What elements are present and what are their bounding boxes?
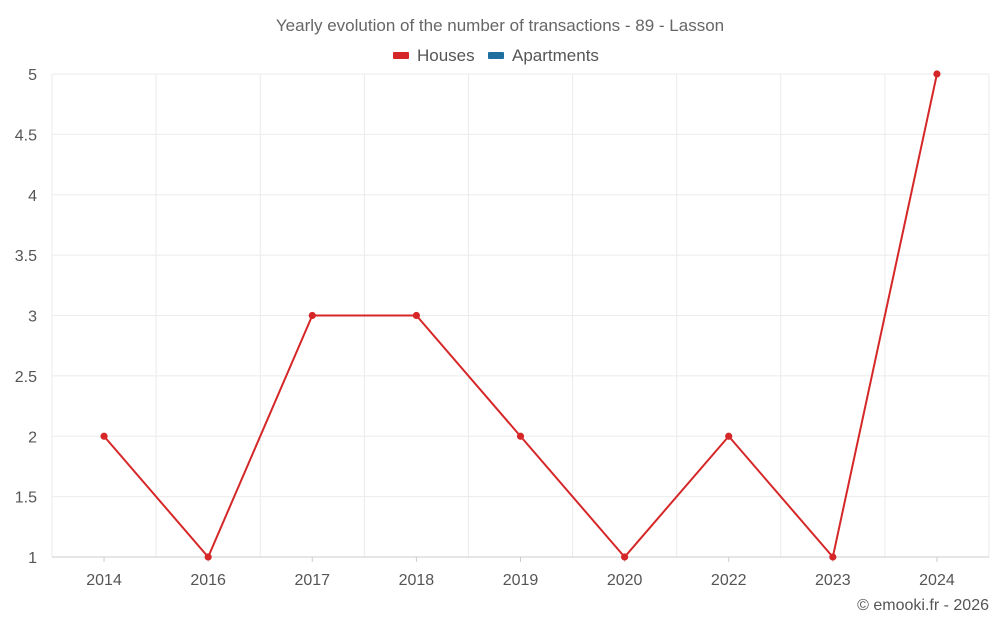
x-tick-label: 2023: [815, 572, 851, 589]
y-tick-label: 4: [28, 188, 37, 205]
y-tick-label: 5: [28, 67, 37, 84]
x-tick-label: 2022: [711, 572, 747, 589]
credit-label: © emooki.fr - 2026: [857, 597, 989, 614]
data-point-houses: [621, 553, 629, 561]
y-tick-label: 1: [28, 550, 37, 567]
x-tick-label: 2017: [294, 572, 330, 589]
x-tick-label: 2020: [607, 572, 643, 589]
legend-item-houses[interactable]: Houses: [393, 46, 475, 65]
data-point-houses: [100, 432, 108, 440]
legend-label-apartments: Apartments: [512, 46, 599, 65]
chart-legend[interactable]: Houses Apartments: [393, 46, 599, 65]
x-tick-label: 2016: [190, 572, 226, 589]
x-tick-label: 2024: [919, 572, 955, 589]
x-tick-label: 2018: [399, 572, 435, 589]
y-tick-label: 1.5: [15, 490, 37, 507]
legend-swatch-apartments: [488, 52, 504, 59]
y-tick-label: 3.5: [15, 248, 37, 265]
x-tick-label: 2019: [503, 572, 539, 589]
legend-item-apartments[interactable]: Apartments: [488, 46, 599, 65]
data-point-houses: [308, 311, 316, 320]
y-tick-label: 2: [28, 429, 37, 446]
y-tick-label: 3: [28, 309, 37, 326]
y-axis: 1 1.5 2 2.5 3 3.5 4 4.5 5: [15, 67, 37, 567]
data-point-houses: [204, 553, 212, 561]
y-tick-label: 4.5: [15, 127, 37, 144]
x-axis: 2014 2016 2017 2018 2019 2020 2022 2023 2024: [52, 556, 989, 589]
series-houses: [100, 70, 941, 561]
data-point-houses: [412, 311, 420, 320]
data-point-houses: [829, 553, 837, 561]
x-tick-label: 2014: [86, 572, 122, 589]
data-point-houses: [933, 70, 941, 78]
legend-label-houses: Houses: [417, 46, 475, 65]
y-tick-label: 2.5: [15, 369, 37, 386]
data-point-houses: [516, 432, 525, 440]
data-point-houses: [725, 432, 733, 440]
chart-title: Yearly evolution of the number of transa…: [276, 16, 724, 35]
legend-swatch-houses: [393, 52, 409, 59]
